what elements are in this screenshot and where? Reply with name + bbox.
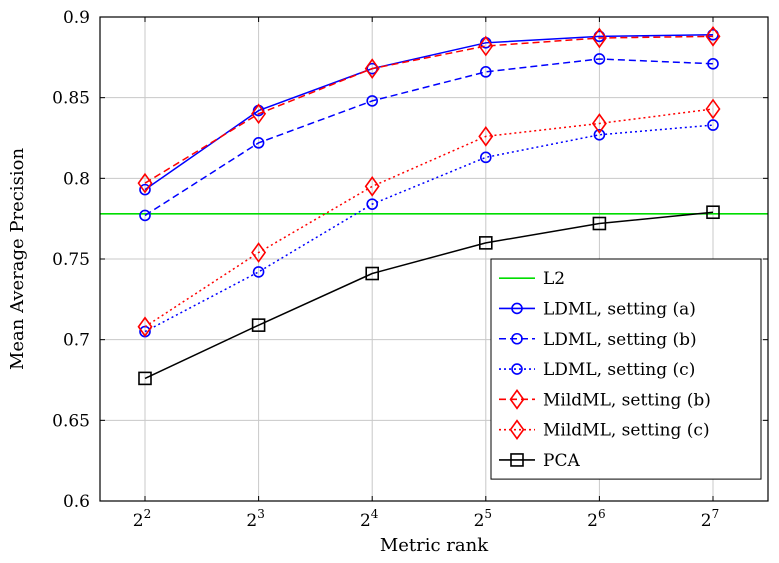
legend-entry: L2 — [499, 269, 565, 289]
legend-label: MildML, setting (c) — [543, 421, 710, 441]
y-tick-label: 0.85 — [52, 89, 90, 109]
y-axis-label: Mean Average Precision — [7, 148, 28, 370]
legend-label: PCA — [543, 451, 580, 471]
legend: L2 LDML, setting (a) LDML, setting (b) LDML… — [490, 258, 762, 480]
data-point — [705, 25, 721, 47]
legend-label: L2 — [543, 269, 565, 289]
legend-swatch-marker — [511, 302, 523, 315]
series-line — [144, 124, 714, 333]
data-point — [365, 266, 380, 281]
series-4 — [137, 98, 721, 338]
data-point — [364, 58, 380, 79]
y-tick-label: 0.8 — [63, 169, 90, 189]
data-point — [137, 316, 153, 338]
data-point — [251, 318, 266, 332]
y-tick-label: 0.7 — [63, 331, 90, 351]
y-tick-label: 0.65 — [52, 411, 90, 431]
series-1 — [139, 53, 719, 222]
data-point — [364, 176, 380, 197]
series-0 — [139, 28, 719, 196]
series-5 — [138, 205, 720, 386]
legend-entry: LDML, setting (b) — [499, 330, 697, 350]
series-lines — [137, 25, 721, 386]
data-point — [707, 119, 719, 131]
legend-swatch-marker — [511, 332, 523, 345]
data-point — [366, 198, 379, 210]
x-tick-label: 26 — [587, 507, 605, 531]
series-line — [144, 33, 714, 191]
data-point — [705, 98, 721, 120]
legend-swatch-marker — [509, 388, 525, 410]
data-point — [366, 62, 379, 75]
legend-label: LDML, setting (c) — [543, 360, 695, 380]
data-point — [593, 53, 606, 65]
x-tick-label: 25 — [474, 507, 492, 531]
data-point — [478, 126, 494, 147]
data-point — [592, 216, 607, 231]
y-tick-label: 0.9 — [63, 8, 90, 28]
series-line — [144, 58, 714, 217]
legend-entry: LDML, setting (c) — [499, 360, 695, 380]
x-axis-label: Metric rank — [380, 535, 489, 556]
series-line — [144, 35, 714, 184]
legend-swatch-marker — [510, 453, 524, 467]
series-line — [144, 211, 714, 380]
legend-entry: MildML, setting (c) — [499, 419, 710, 441]
legend-label: MildML, setting (b) — [543, 390, 711, 410]
data-point — [252, 137, 265, 149]
data-point — [479, 151, 492, 164]
data-point — [591, 113, 607, 134]
legend-label: LDML, setting (a) — [543, 299, 696, 319]
data-point — [252, 266, 265, 278]
y-tick-label: 0.6 — [63, 492, 90, 512]
legend-swatch-marker — [511, 363, 523, 375]
data-point — [138, 371, 152, 386]
x-tick-label: 27 — [701, 507, 719, 531]
data-point — [366, 95, 379, 107]
legend-box — [490, 258, 762, 480]
legend-entry: MildML, setting (b) — [499, 388, 711, 410]
data-point — [139, 183, 151, 196]
data-point — [251, 103, 267, 125]
data-point — [478, 35, 494, 57]
data-point — [706, 205, 720, 220]
legend-entry: PCA — [499, 451, 580, 471]
data-point — [591, 27, 607, 49]
data-point — [707, 57, 719, 70]
x-tick-label: 23 — [246, 507, 264, 531]
data-point — [139, 209, 151, 222]
x-tick-label: 24 — [360, 507, 379, 531]
series-3 — [137, 25, 721, 194]
data-point — [251, 242, 267, 263]
data-point — [479, 66, 492, 78]
legend-entry: LDML, setting (a) — [499, 299, 696, 319]
y-tick-label: 0.75 — [52, 250, 90, 270]
data-point — [478, 236, 493, 250]
axes: 22 23 24 25 26 27 0.6 0.65 0.7 0.75 0.8 0.85 0.9 — [52, 8, 768, 531]
legend-swatch-marker — [509, 419, 525, 441]
data-point — [593, 128, 606, 141]
x-tick-label: 22 — [133, 507, 151, 531]
legend-label: LDML, setting (b) — [543, 330, 697, 350]
data-point — [137, 172, 153, 194]
